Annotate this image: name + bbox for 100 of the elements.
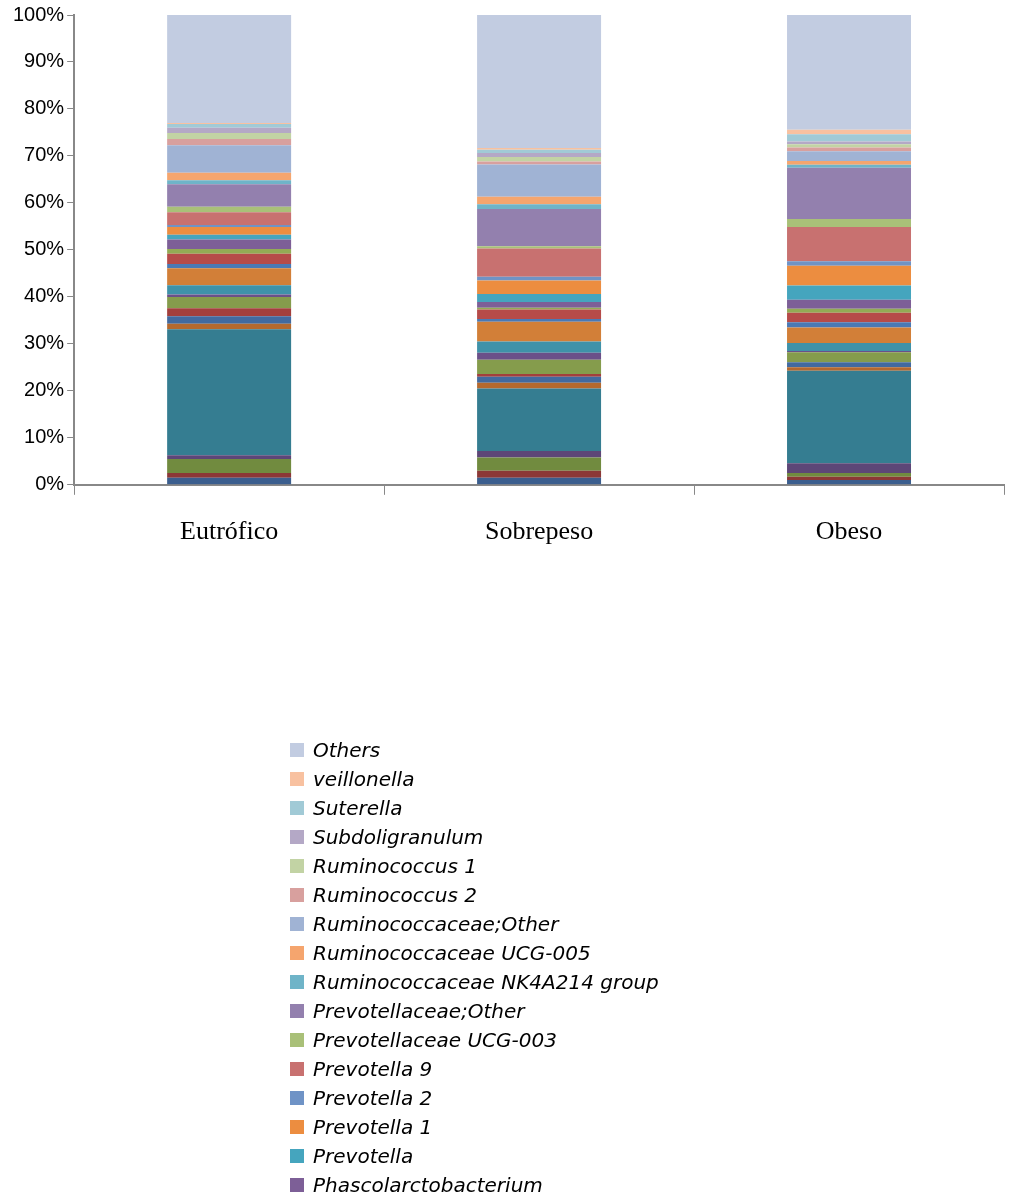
bar (477, 309, 602, 319)
bar (477, 388, 602, 451)
y-tick-label: 90% (24, 49, 65, 72)
bar (787, 367, 912, 371)
bar (477, 15, 602, 148)
bar (477, 280, 602, 295)
bar (477, 209, 602, 247)
bar (477, 457, 602, 471)
bar (787, 463, 912, 474)
bar (167, 172, 292, 181)
bar (167, 268, 292, 286)
bar (167, 329, 292, 456)
y-tick-label: 70% (24, 143, 65, 166)
legend-label: Prevotella 9 (313, 1056, 433, 1081)
bar (477, 248, 602, 277)
bar (167, 234, 292, 240)
y-tick-label: 30% (24, 331, 65, 354)
legend-label: Ruminococcus 2 (313, 882, 477, 907)
bar (787, 370, 912, 464)
bar (787, 352, 912, 363)
bar (167, 127, 292, 133)
bar (787, 299, 912, 309)
bar (787, 285, 912, 300)
legend-label: Prevotellaceae;Other (313, 998, 525, 1023)
bar (167, 477, 292, 485)
bar (787, 480, 912, 485)
bar (477, 149, 602, 154)
legend-label: Phascolarctobacterium (313, 1172, 543, 1197)
bar (787, 134, 912, 142)
bar (167, 248, 292, 254)
bar (787, 261, 912, 266)
bar (787, 327, 912, 343)
bar (167, 263, 292, 269)
bar (477, 318, 602, 322)
bar (477, 153, 602, 157)
bar (477, 204, 602, 210)
bar (167, 123, 292, 128)
bar (167, 15, 292, 124)
legend-label: Suterella (313, 795, 403, 820)
x-tick-label: Sobrepeso (484, 516, 594, 546)
bar (167, 239, 292, 249)
bar (167, 184, 292, 207)
legend-label: Prevotellaceae UCG-003 (313, 1027, 557, 1052)
legend-label: Ruminococcus 1 (313, 853, 477, 878)
bar (787, 265, 912, 286)
bar (787, 362, 912, 368)
bar (167, 253, 292, 264)
legend-label: Ruminococcaceae UCG-005 (313, 940, 591, 965)
bar (787, 147, 912, 152)
bar (477, 341, 602, 353)
y-tick-label: 0% (35, 472, 65, 495)
bar (477, 156, 602, 162)
bar (167, 455, 292, 459)
bar (477, 294, 602, 303)
legend-label: Prevotella (313, 1143, 414, 1168)
bar (477, 352, 602, 360)
bar (477, 196, 602, 205)
bar (167, 285, 292, 295)
bar (787, 312, 912, 323)
bar (167, 473, 292, 478)
bar (167, 226, 292, 235)
bar (167, 296, 292, 309)
y-tick-label: 50% (24, 237, 65, 260)
y-tick-label: 20% (24, 378, 65, 401)
y-tick-label: 10% (24, 425, 65, 448)
bar (167, 212, 292, 225)
y-tick-label: 60% (24, 190, 65, 213)
bar (477, 376, 602, 383)
x-tick-label: Obeso (815, 516, 883, 546)
y-tick-label: 100% (13, 2, 65, 25)
legend-label: Ruminococcaceae;Other (313, 911, 559, 936)
bar (787, 218, 912, 227)
y-tick-label: 80% (24, 96, 65, 119)
bar (787, 15, 912, 130)
bar (787, 322, 912, 328)
bar (477, 359, 602, 374)
legend-label: Subdoligranulum (313, 824, 484, 849)
legend-label: Prevotella 1 (313, 1114, 433, 1139)
bar (167, 139, 292, 146)
bar (477, 373, 602, 377)
legend-label: veillonella (313, 766, 415, 791)
bar (167, 145, 292, 173)
bar (787, 308, 912, 313)
legend-label: Prevotella 2 (313, 1085, 433, 1110)
bar (787, 151, 912, 162)
bar (477, 302, 602, 308)
bar (477, 470, 602, 478)
bar (477, 321, 602, 342)
bar (477, 477, 602, 485)
legend-label: Others (313, 737, 381, 762)
x-tick-label: Eutrófico (180, 516, 279, 546)
bar (167, 180, 292, 185)
bar (787, 476, 912, 481)
bar (787, 167, 912, 219)
bar (787, 226, 912, 262)
bar (167, 458, 292, 474)
bar (167, 308, 292, 317)
legend-label: Ruminococcaceae NK4A214 group (313, 969, 659, 994)
bar (787, 342, 912, 351)
bar (787, 473, 912, 477)
